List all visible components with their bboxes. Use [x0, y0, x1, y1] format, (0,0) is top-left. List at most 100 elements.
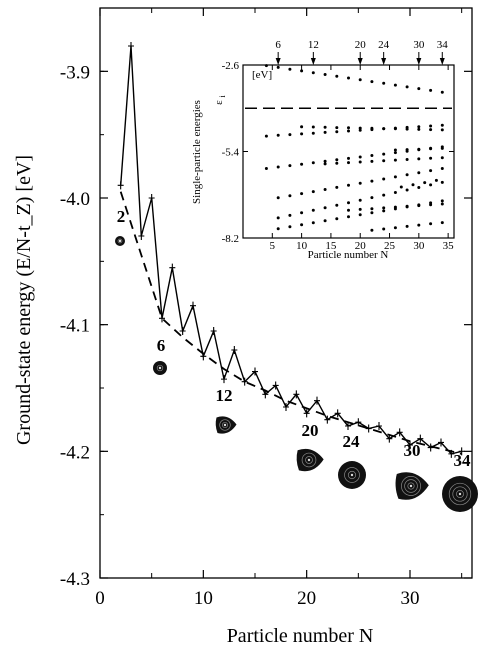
- main-plot-frame: [99, 7, 473, 579]
- cluster-label-12: 12: [216, 386, 233, 405]
- energy-solid-line: [120, 45, 462, 455]
- level-dot: [300, 69, 304, 73]
- level-dot: [417, 125, 421, 129]
- level-dot: [276, 133, 280, 137]
- inset-axis-ticks: [243, 64, 454, 239]
- inset-level-dots: [264, 64, 444, 232]
- energy-marker: [169, 263, 176, 272]
- cluster-ring: [448, 482, 472, 506]
- level-dot: [347, 208, 350, 212]
- level-dot: [429, 169, 433, 173]
- inset-x-tick-label: 15: [325, 240, 337, 252]
- level-dot: [440, 156, 444, 160]
- cluster-ring: [456, 490, 464, 498]
- level-dot: [405, 188, 409, 192]
- inset-x-axis-label: Particle number N: [308, 249, 389, 261]
- inset-y-tick-label: -8.2: [222, 233, 239, 245]
- level-dot: [417, 157, 421, 161]
- level-dot: [393, 226, 397, 230]
- cluster-core: [118, 239, 122, 243]
- level-dot: [429, 183, 433, 187]
- level-dot: [300, 223, 304, 227]
- main-x-tick-label: 0: [95, 588, 105, 609]
- main-y-tick-label: -4.3: [60, 569, 90, 590]
- magic-number-label: 24: [378, 39, 390, 51]
- cluster-core: [307, 458, 311, 462]
- level-dot: [335, 161, 339, 165]
- energy-marker: [262, 390, 269, 399]
- level-dot: [335, 130, 339, 134]
- energy-markers: [117, 42, 465, 458]
- magic-number-label: 6: [275, 39, 281, 51]
- energy-marker: [159, 314, 165, 323]
- level-dot: [440, 180, 444, 184]
- level-dot: [311, 221, 315, 225]
- level-dot: [417, 127, 421, 131]
- level-dot: [358, 160, 362, 164]
- level-dot: [429, 128, 433, 132]
- level-dot: [440, 128, 444, 132]
- energy-marker: [345, 422, 351, 430]
- level-dot: [347, 129, 350, 133]
- energy-marker: [396, 428, 403, 437]
- level-dot: [264, 167, 268, 170]
- inset-y-axis-symbol-subscript: i: [218, 94, 227, 97]
- level-dot: [429, 203, 433, 207]
- level-dot: [370, 207, 374, 211]
- level-dot: [300, 192, 304, 196]
- level-dot: [358, 128, 362, 132]
- cluster-ring: [401, 476, 421, 496]
- magic-number-label: 12: [308, 39, 319, 51]
- energy-marker: [200, 352, 207, 361]
- level-dot: [370, 196, 374, 200]
- level-dot: [417, 223, 421, 227]
- magic-arrow-head: [416, 58, 422, 65]
- cluster-label-6: 6: [157, 336, 166, 355]
- level-dot: [347, 76, 350, 80]
- level-dot: [440, 146, 444, 150]
- main-y-tick-label: -4.0: [60, 189, 90, 210]
- level-dot: [417, 204, 421, 208]
- level-dot: [382, 193, 386, 197]
- cluster-core: [350, 473, 354, 477]
- energy-marker: [365, 424, 372, 433]
- cluster-34: [442, 476, 478, 512]
- level-dot: [417, 87, 421, 91]
- level-dot: [382, 127, 386, 131]
- level-dot: [411, 183, 415, 187]
- cluster-ring: [301, 452, 317, 468]
- inset-tick-labels: 5 10 15 20 25 30 35 -2.6 -5.4 -8.2: [222, 60, 455, 252]
- energy-marker: [293, 390, 300, 399]
- inset-y-tick-label: -5.4: [222, 147, 240, 159]
- cluster-core: [158, 366, 162, 370]
- level-dot: [323, 130, 327, 134]
- magic-arrow-head: [310, 58, 316, 65]
- level-dot: [405, 204, 409, 208]
- level-dot: [276, 216, 280, 220]
- level-dot: [382, 152, 386, 156]
- level-dot: [370, 159, 374, 163]
- level-dot: [429, 156, 433, 160]
- level-dot: [335, 203, 339, 207]
- level-dot: [288, 225, 292, 229]
- energy-marker: [231, 346, 238, 354]
- magic-arrow-head: [381, 58, 387, 65]
- envelope-dashed-line: [119, 191, 462, 455]
- level-dot: [393, 83, 397, 87]
- level-dot: [323, 125, 327, 129]
- magic-arrow-head: [357, 58, 363, 65]
- cluster-24: [338, 461, 366, 489]
- level-dot: [347, 201, 350, 205]
- main-y-tick-label: -3.9: [60, 62, 90, 83]
- cluster-label-24: 24: [343, 432, 361, 451]
- level-dot: [370, 126, 374, 130]
- cluster-label-20: 20: [302, 421, 319, 440]
- magic-number-label: 34: [437, 39, 449, 51]
- level-dot: [417, 147, 421, 151]
- level-dot: [405, 127, 409, 131]
- level-dot: [382, 159, 386, 163]
- inset-y-axis-label: Single-particle energies: [191, 100, 203, 204]
- level-dot: [440, 123, 444, 127]
- level-dot: [429, 124, 433, 128]
- magic-number-label: 20: [355, 39, 367, 51]
